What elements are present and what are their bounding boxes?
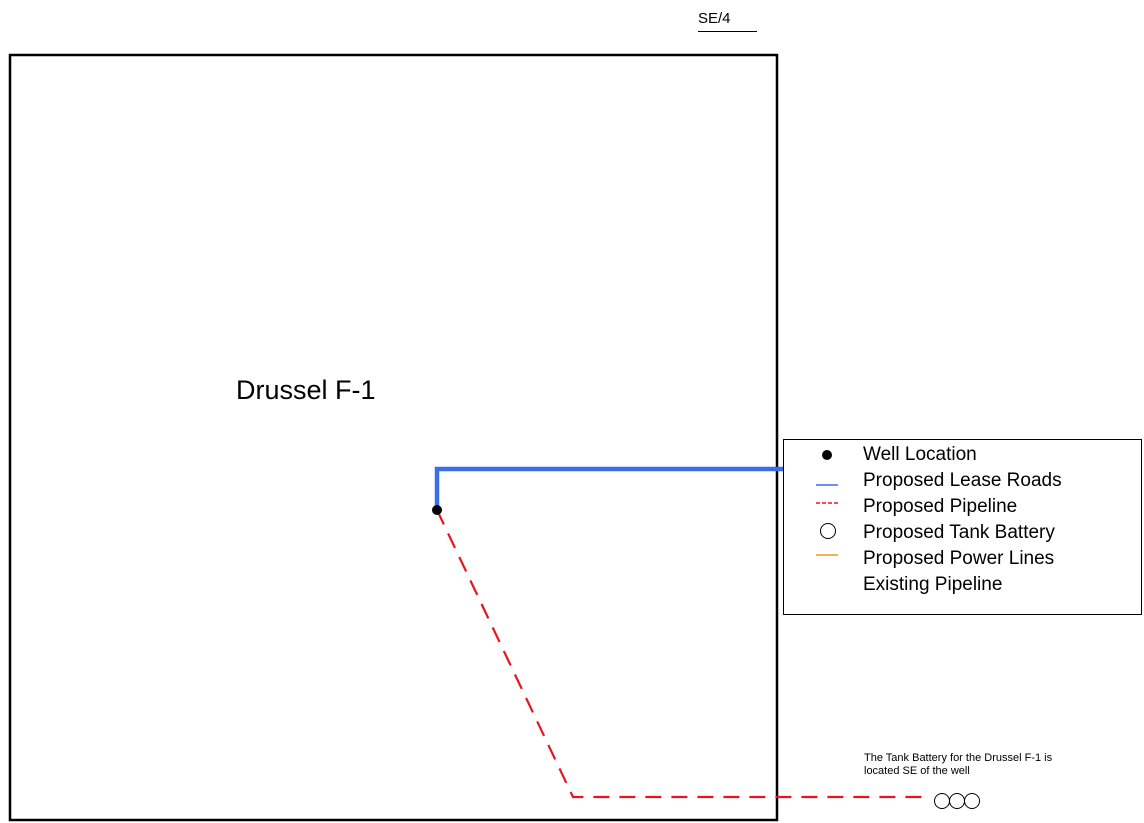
well-location-marker[interactable] (432, 505, 442, 515)
legend-item-existing-pipeline: Existing Pipeline (784, 573, 1141, 599)
legend-label: Proposed Power Lines (863, 548, 1055, 569)
tank-circle (964, 793, 980, 809)
power-line-icon (816, 554, 838, 556)
tank-circle (949, 793, 965, 809)
lease-road-icon (816, 484, 838, 486)
legend-item-tank-battery: Proposed Tank Battery (784, 521, 1141, 547)
legend-item-power-lines: Proposed Power Lines (784, 547, 1141, 573)
tank-battery-symbol[interactable] (934, 793, 980, 809)
well-location-icon (822, 450, 832, 460)
section-boundary (8, 53, 779, 822)
existing-pipeline-icon (802, 573, 848, 599)
legend-label: Proposed Tank Battery (863, 522, 1055, 543)
note-line: The Tank Battery for the Drussel F-1 is (864, 752, 1053, 764)
legend-label: Proposed Lease Roads (863, 470, 1062, 491)
tank-battery-icon (820, 523, 836, 539)
section-label-underline (698, 31, 757, 32)
legend-label: Proposed Pipeline (863, 496, 1018, 517)
map-legend: Well Location Proposed Lease Roads Propo… (783, 439, 1142, 615)
legend-item-well-location: Well Location (784, 443, 1141, 469)
section-label: SE/4 (698, 10, 731, 27)
tank-circle (934, 793, 950, 809)
legend-label: Well Location (863, 444, 977, 465)
legend-item-lease-roads: Proposed Lease Roads (784, 469, 1141, 495)
proposed-pipeline-line[interactable] (436, 509, 930, 799)
proposed-pipeline-icon (816, 502, 838, 504)
tank-battery-note: The Tank Battery for the Drussel F-1 is … (864, 752, 1144, 778)
note-line: located SE of the well (864, 765, 970, 777)
lease-road-line[interactable] (434, 466, 783, 508)
legend-label: Existing Pipeline (863, 574, 1003, 595)
legend-item-proposed-pipeline: Proposed Pipeline (784, 495, 1141, 521)
well-name-label: Drussel F-1 (236, 375, 376, 405)
